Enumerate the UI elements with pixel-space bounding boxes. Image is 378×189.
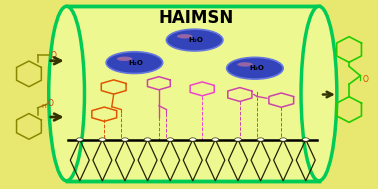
- Text: O: O: [47, 99, 53, 108]
- Circle shape: [122, 138, 129, 141]
- Ellipse shape: [237, 62, 253, 67]
- Circle shape: [212, 138, 219, 141]
- Text: H₂O: H₂O: [189, 37, 203, 43]
- Ellipse shape: [166, 29, 223, 51]
- Circle shape: [280, 138, 287, 141]
- Ellipse shape: [301, 6, 337, 181]
- Text: H₂O: H₂O: [249, 65, 264, 71]
- Text: H: H: [41, 104, 46, 109]
- Text: HAIMSN: HAIMSN: [159, 9, 234, 27]
- Bar: [67, 6, 319, 181]
- Ellipse shape: [117, 57, 132, 61]
- Circle shape: [76, 138, 83, 141]
- Circle shape: [144, 138, 151, 141]
- Text: H₂O: H₂O: [129, 60, 143, 66]
- Ellipse shape: [49, 6, 85, 181]
- Text: O: O: [363, 75, 369, 84]
- Ellipse shape: [106, 52, 163, 74]
- Circle shape: [189, 138, 196, 141]
- Ellipse shape: [177, 34, 192, 38]
- Circle shape: [235, 138, 241, 141]
- Bar: [67, 6, 319, 181]
- Circle shape: [99, 138, 106, 141]
- Circle shape: [167, 138, 174, 141]
- Ellipse shape: [227, 57, 283, 79]
- Text: O: O: [51, 51, 57, 60]
- Circle shape: [257, 138, 264, 141]
- Circle shape: [302, 138, 309, 141]
